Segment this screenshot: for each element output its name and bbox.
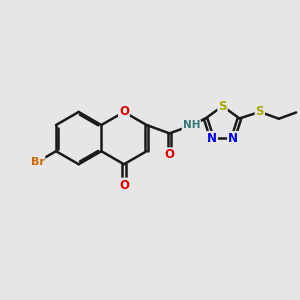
Text: S: S	[256, 105, 264, 118]
Text: S: S	[218, 100, 227, 112]
Text: NH: NH	[183, 120, 200, 130]
Text: O: O	[164, 148, 175, 161]
Text: Br: Br	[31, 157, 44, 167]
Text: N: N	[207, 132, 217, 145]
Text: O: O	[119, 106, 129, 118]
Text: O: O	[119, 178, 129, 192]
Text: N: N	[228, 132, 238, 145]
